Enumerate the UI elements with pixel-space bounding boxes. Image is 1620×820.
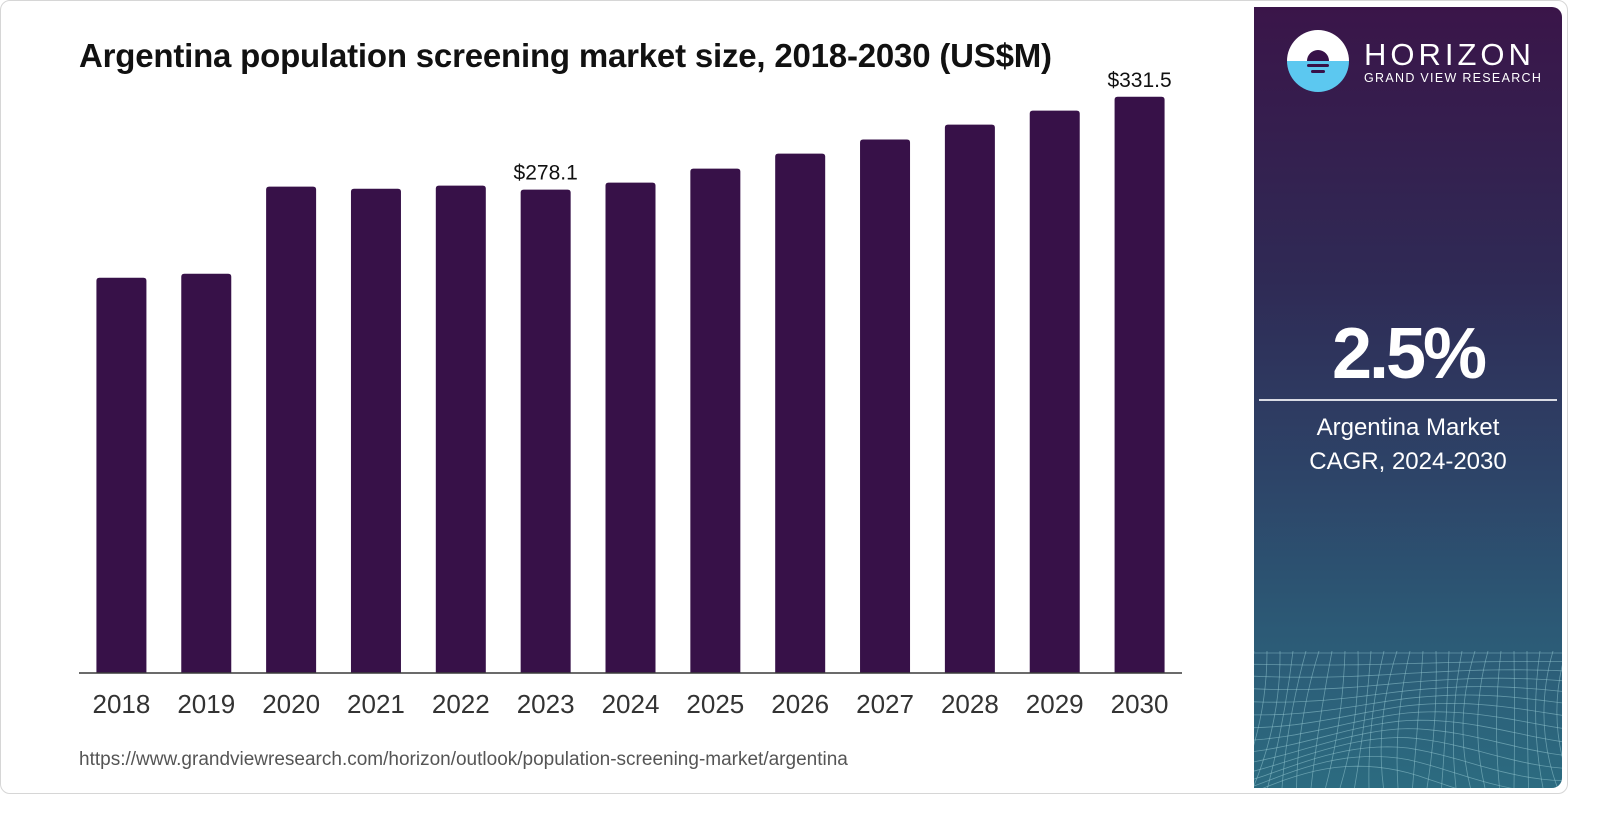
x-tick-label: 2027	[856, 689, 914, 719]
cagr-value: 2.5%	[1331, 314, 1487, 394]
mesh-line	[1254, 677, 1562, 690]
mesh-line	[1339, 651, 1359, 788]
bar-2023	[520, 189, 571, 673]
mesh-line	[1296, 651, 1320, 788]
bars-group	[96, 96, 1165, 673]
bar-2020	[266, 186, 317, 673]
mesh-line	[1267, 651, 1294, 788]
mesh-line	[1380, 651, 1398, 788]
bar-2029	[1029, 110, 1080, 673]
bar-2026	[775, 153, 826, 673]
bar-2027	[860, 139, 911, 673]
bar-2022	[435, 185, 486, 673]
mesh-line	[1535, 651, 1544, 788]
x-tick-label: 2025	[686, 689, 744, 719]
mesh-line	[1254, 746, 1562, 781]
x-tick-label: 2020	[262, 689, 320, 719]
brand-subtitle: GRAND VIEW RESEARCH	[1364, 71, 1543, 85]
x-tick-label: 2024	[602, 689, 660, 719]
data-labels: $278.1 $331.5	[514, 69, 1172, 185]
bar-2028	[944, 124, 995, 673]
x-tick-label: 2018	[93, 689, 151, 719]
mesh-line	[1543, 651, 1558, 788]
mesh-line	[1254, 711, 1562, 741]
mesh-line	[1325, 651, 1346, 788]
mesh-line	[1462, 651, 1476, 788]
mesh-line	[1556, 664, 1562, 758]
mesh-line	[1396, 651, 1411, 788]
mesh-line	[1254, 756, 1513, 788]
mesh-line	[1254, 737, 1562, 772]
x-tick-label: 2028	[941, 689, 999, 719]
mesh-line	[1254, 651, 1268, 746]
mesh-line	[1254, 669, 1562, 678]
bar-2025	[690, 168, 741, 673]
mesh-line	[1496, 651, 1502, 788]
mesh-line	[1354, 651, 1372, 788]
x-tick-label: 2021	[347, 689, 405, 719]
divider	[1259, 399, 1557, 401]
mesh-line	[1441, 651, 1450, 788]
x-tick-label: 2030	[1111, 689, 1169, 719]
chart-card: Argentina population screening market si…	[0, 0, 1568, 794]
mesh-line	[1254, 702, 1562, 729]
data-label-2030: $331.5	[1107, 69, 1171, 92]
mesh-line	[1426, 651, 1437, 788]
mesh-line	[1254, 728, 1562, 763]
x-tick-label: 2026	[771, 689, 829, 719]
cagr-label-line1: Argentina Market	[1316, 414, 1500, 441]
x-tick-labels: 2018 2019 2020 2021 2022 2023 2024 2025 2026 2027…	[93, 689, 1169, 719]
bar-2030	[1114, 96, 1165, 673]
mesh-wave-decoration	[1254, 651, 1562, 788]
mesh-line	[1254, 651, 1281, 787]
mesh-line	[1452, 651, 1463, 788]
brand-name: HORIZON	[1364, 37, 1535, 72]
chart-title: Argentina population screening market si…	[79, 37, 1052, 74]
mesh-line	[1281, 651, 1307, 788]
mesh-line	[1262, 765, 1457, 788]
mesh-line	[1477, 651, 1489, 788]
mesh-line	[1310, 651, 1333, 788]
bar-2024	[605, 182, 656, 673]
mesh-line	[1254, 694, 1562, 716]
mesh-line	[1254, 661, 1562, 666]
bar-2018	[96, 277, 147, 673]
mesh-line	[1254, 719, 1562, 752]
x-tick-label: 2023	[517, 689, 575, 719]
mesh-line	[1254, 686, 1562, 703]
mesh-line	[1412, 651, 1424, 788]
x-tick-label: 2029	[1026, 689, 1084, 719]
mesh-line	[1526, 651, 1529, 788]
horizon-sun-logo-icon	[1287, 30, 1349, 92]
data-label-2023: $278.1	[514, 162, 578, 185]
sidebar-panel: HORIZON GRAND VIEW RESEARCH 2.5% Argenti…	[1254, 7, 1562, 788]
bar-2019	[181, 273, 232, 673]
cagr-label-line2: CAGR, 2024-2030	[1309, 448, 1507, 475]
source-url[interactable]: https://www.grandviewresearch.com/horizo…	[79, 749, 848, 770]
cagr-label: Argentina Market CAGR, 2024-2030	[1254, 411, 1562, 479]
mesh-line	[1368, 651, 1385, 788]
bar-2021	[350, 188, 401, 673]
x-tick-label: 2019	[177, 689, 235, 719]
x-tick-label: 2022	[432, 689, 490, 719]
bar-chart: 2018 2019 2020 2021 2022 2023 2024 2025 2026 2027…	[79, 69, 1182, 719]
